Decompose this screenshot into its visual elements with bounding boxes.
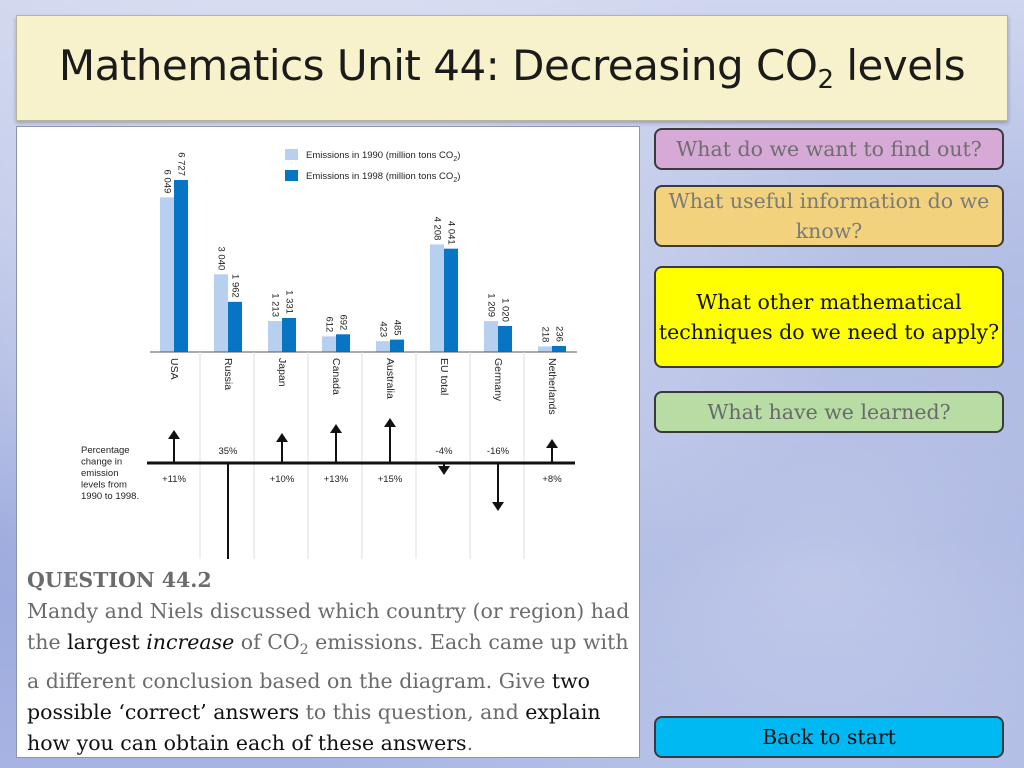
pct-label-germany: -16% (487, 446, 510, 457)
find-out-label: What do we want to find out? (676, 137, 982, 161)
question-title: QUESTION 44.2 (27, 568, 212, 592)
pct-label-eu-total: -4% (436, 446, 453, 457)
value-label-1990-australia: 423 (377, 321, 388, 337)
legend-label-1998: Emissions in 1998 (million tons CO2) (306, 171, 460, 184)
category-label-russia: Russia (222, 358, 234, 390)
category-label-japan: Japan (276, 358, 288, 387)
value-label-1998-eu-total: 4 041 (445, 221, 456, 245)
category-gridlines (199, 352, 525, 559)
bar-1998-australia (390, 339, 404, 352)
pct-arrow-head-germany (492, 502, 504, 511)
back-label: Back to start (762, 725, 896, 749)
pct-label-usa: +11% (162, 474, 186, 485)
category-label-netherlands: Netherlands (546, 358, 558, 415)
bar-1990-netherlands (538, 346, 552, 352)
value-label-1998-germany: 1 020 (499, 298, 510, 322)
value-label-1990-canada: 612 (323, 316, 334, 332)
pct-label-netherlands: +8% (542, 474, 562, 485)
pct-caption-line: 1990 to 1998. (81, 491, 139, 502)
category-label-germany: Germany (492, 358, 504, 402)
category-label-canada: Canada (330, 358, 342, 395)
pct-caption-line: Percentage (81, 445, 130, 456)
learned-button[interactable]: What have we learned? (654, 391, 1004, 433)
pct-arrow-head-usa (168, 430, 180, 439)
value-label-1998-russia: 1 962 (229, 274, 240, 298)
bar-1990-japan (268, 320, 282, 352)
bar-1990-usa (160, 197, 174, 352)
bar-1998-russia (228, 301, 242, 352)
pct-label-russia: 35% (218, 446, 238, 457)
useful-info-label: What useful information do we know? (668, 189, 990, 243)
value-label-1990-netherlands: 218 (539, 327, 550, 343)
value-label-1990-eu-total: 4 208 (431, 217, 442, 241)
value-label-1990-japan: 1 213 (269, 293, 280, 317)
learned-label: What have we learned? (707, 400, 951, 424)
category-label-australia: Australia (384, 358, 396, 399)
value-label-1998-australia: 485 (391, 320, 402, 336)
value-label-1990-russia: 3 040 (215, 246, 226, 270)
bar-1990-russia (214, 274, 228, 352)
pct-arrow-head-australia (384, 418, 396, 427)
bar-1990-australia (376, 341, 390, 352)
pct-label-australia: +15% (378, 474, 403, 485)
bar-1998-netherlands (552, 345, 566, 352)
bar-1990-eu-total (430, 244, 444, 352)
value-label-1990-germany: 1 209 (485, 293, 496, 317)
pct-change-group: +11% 35% +10% +13% +15% -4% -16% +8% (162, 418, 562, 559)
bar-1998-japan (282, 317, 296, 352)
page-title: Mathematics Unit 44: Decreasing CO2 leve… (58, 41, 966, 95)
title-bar: Mathematics Unit 44: Decreasing CO2 leve… (16, 15, 1008, 121)
category-label-usa: USA (168, 358, 180, 380)
pct-arrow-head-netherlands (546, 439, 558, 448)
legend-swatch-1990 (285, 149, 298, 160)
bar-1990-canada (322, 336, 336, 352)
useful-info-button[interactable]: What useful information do we know? (654, 185, 1004, 247)
value-label-1998-canada: 692 (337, 314, 348, 330)
value-label-1998-usa: 6 727 (175, 152, 186, 176)
pct-label-japan: +10% (270, 474, 295, 485)
pct-arrow-head-japan (276, 433, 288, 442)
emissions-chart: Emissions in 1990 (million tons CO2) Emi… (81, 149, 577, 559)
techniques-button[interactable]: What other mathematical techniques do we… (654, 266, 1004, 368)
pct-caption-line: emission (81, 468, 119, 479)
category-label-eu-total: EU total (438, 358, 450, 395)
pct-caption-line: change in (81, 457, 122, 468)
bar-1998-usa (174, 180, 188, 352)
techniques-label: What other mathematical techniques do we… (658, 290, 1000, 344)
bar-1990-germany (484, 321, 498, 352)
legend-label-1990: Emissions in 1990 (million tons CO2) (306, 150, 460, 163)
bar-1998-canada (336, 334, 350, 352)
find-out-button[interactable]: What do we want to find out? (654, 128, 1004, 170)
pct-arrow-head-canada (330, 424, 342, 433)
value-label-1998-netherlands: 236 (553, 326, 564, 342)
pct-arrow-head-eu-total (438, 466, 450, 475)
pct-caption-line: levels from (81, 480, 127, 491)
content-panel: Emissions in 1990 (million tons CO2) Emi… (16, 126, 640, 758)
value-label-1998-japan: 1 331 (283, 290, 294, 314)
chart-legend: Emissions in 1990 (million tons CO2) Emi… (285, 149, 460, 184)
value-label-1990-usa: 6 049 (161, 170, 172, 194)
back-to-start-button[interactable]: Back to start (654, 716, 1004, 758)
pct-label-canada: +13% (324, 474, 349, 485)
bar-1998-germany (498, 325, 512, 352)
legend-swatch-1998 (285, 170, 298, 181)
bar-1998-eu-total (444, 248, 458, 352)
question-text: QUESTION 44.2 Mandy and Niels discussed … (27, 568, 630, 756)
